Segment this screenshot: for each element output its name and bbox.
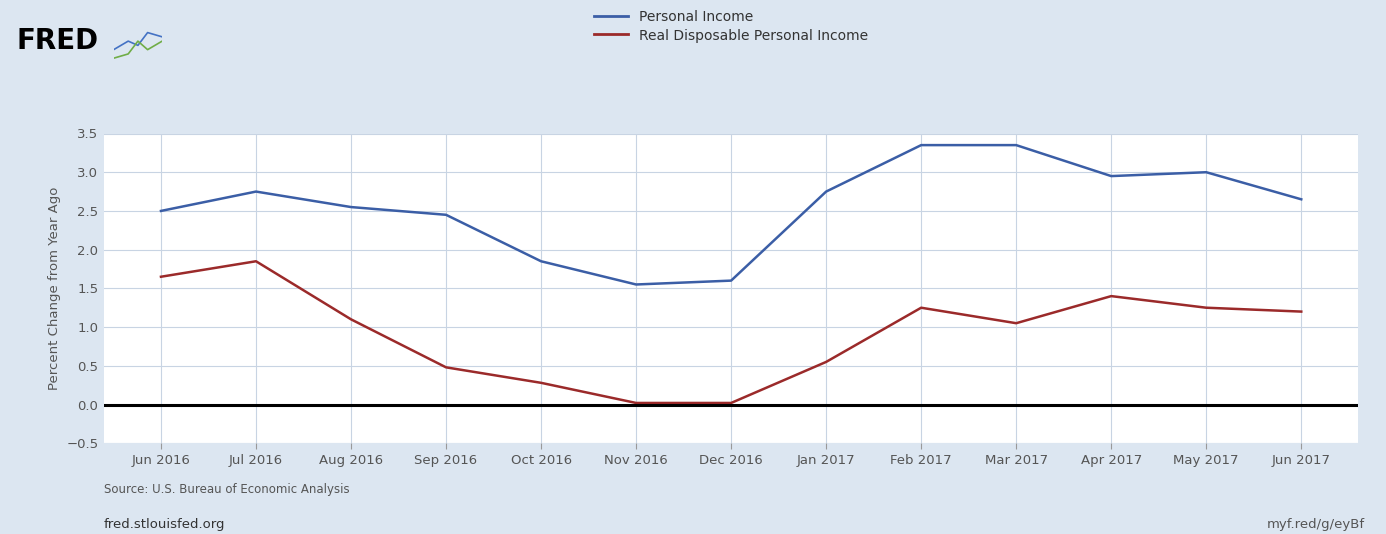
Legend: Personal Income, Real Disposable Personal Income: Personal Income, Real Disposable Persona… [593,10,869,43]
Text: Source: U.S. Bureau of Economic Analysis: Source: U.S. Bureau of Economic Analysis [104,483,349,496]
Y-axis label: Percent Change from Year Ago: Percent Change from Year Ago [47,187,61,390]
Text: myf.red/g/eyBf: myf.red/g/eyBf [1267,518,1365,531]
Text: fred.stlouisfed.org: fred.stlouisfed.org [104,518,226,531]
Text: FRED: FRED [17,27,98,54]
